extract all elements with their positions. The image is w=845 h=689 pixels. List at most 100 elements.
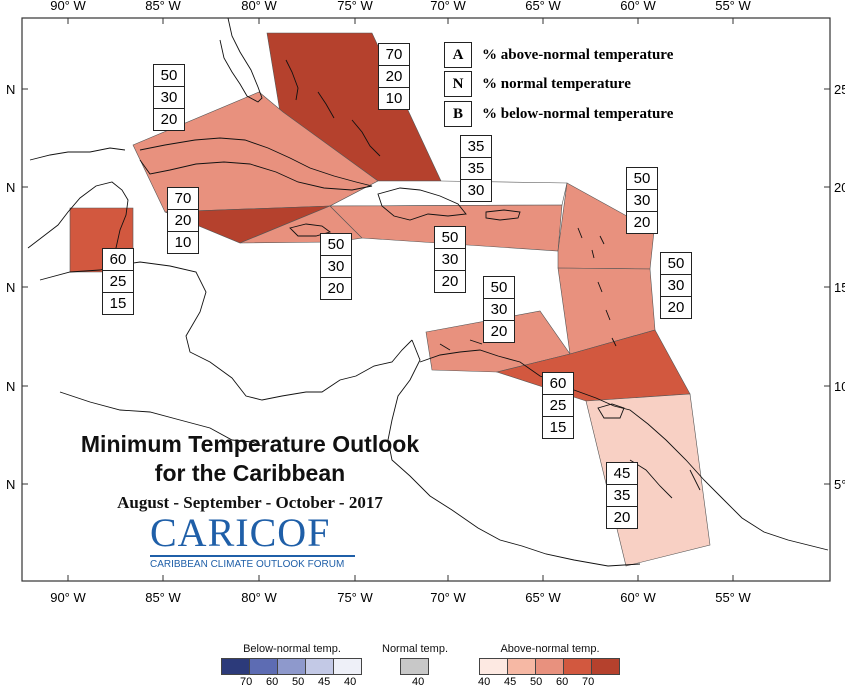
prob-box-hispaniola: 50 30 20 [434, 226, 466, 293]
legend-swatch [479, 658, 508, 675]
prob-normal: 30 [435, 249, 465, 271]
lat-labels: N N N N N 25° 20° 15° 10° 5° [6, 82, 845, 492]
lon-label-top: 85° W [145, 0, 181, 13]
legend-swatch [591, 658, 620, 675]
region-turks-caicos [329, 180, 568, 207]
coast-florida [219, 17, 263, 103]
prob-above: 70 [168, 188, 198, 210]
prob-normal: 30 [321, 256, 351, 278]
lat-label-right: 20° [834, 180, 845, 195]
legend-tick: 45 [504, 676, 517, 688]
coast-guianas-rivers [629, 459, 701, 499]
lon-labels-bottom: 90° W 85° W 80° W 75° W 70° W 65° W 60° … [50, 590, 751, 605]
coast-puerto-rico [485, 209, 521, 221]
legend-title: Below-normal temp. [243, 643, 341, 655]
prob-box-turks-caicos: 35 35 30 [460, 135, 492, 202]
coastlines [27, 17, 829, 567]
legend-tick: 70 [582, 676, 595, 688]
coast-hispaniola [377, 187, 467, 221]
prob-above: 50 [661, 253, 691, 275]
legend-tick: 40 [412, 676, 425, 688]
prob-box-windward: 50 30 20 [660, 252, 692, 319]
prob-box-leeward: 50 30 20 [626, 167, 658, 234]
lon-label-top: 65° W [525, 0, 561, 13]
prob-below: 15 [549, 419, 567, 436]
lon-label-top: 80° W [241, 0, 277, 13]
prob-above: 50 [484, 277, 514, 299]
prob-box-abc-islands: 50 30 20 [483, 276, 515, 343]
lat-label-right: 10° [834, 379, 845, 394]
lon-labels-top: 90° W 85° W 80° W 75° W 70° W 65° W 60° … [50, 0, 751, 13]
legend-swatch [333, 658, 362, 675]
lat-label-right: 5° [834, 477, 845, 492]
legend-tick: 50 [530, 676, 543, 688]
key-letter: N [444, 71, 472, 97]
prob-below: 20 [633, 214, 651, 231]
coast-gulf [29, 147, 126, 161]
lat-label-left: N [6, 280, 15, 295]
lon-label-bottom: 70° W [430, 590, 466, 605]
legend-tick: 45 [318, 676, 331, 688]
prob-above: 45 [607, 463, 637, 485]
prob-box-bahamas: 70 20 10 [378, 43, 410, 110]
coast-trinidad [597, 403, 625, 419]
lon-label-top: 70° W [430, 0, 466, 13]
lon-label-bottom: 80° W [241, 590, 277, 605]
legend-swatch [563, 658, 592, 675]
prob-normal: 30 [661, 275, 691, 297]
prob-normal: 20 [379, 66, 409, 88]
lon-label-bottom: 55° W [715, 590, 751, 605]
coast-cuba [139, 137, 373, 191]
legend-swatch [305, 658, 334, 675]
map-title-line2: for the Caribbean [154, 460, 346, 486]
lon-label-bottom: 90° W [50, 590, 86, 605]
legend-tick: 70 [240, 676, 253, 688]
legend-ticks: 70 60 50 45 40 [222, 675, 362, 689]
lon-label-top: 60° W [620, 0, 656, 13]
legend-swatches [479, 658, 620, 675]
prob-box-cayman: 70 20 10 [167, 187, 199, 254]
prob-below: 10 [385, 90, 403, 107]
legend-tick: 60 [266, 676, 279, 688]
legend-title: Normal temp. [382, 643, 449, 655]
lat-label-left: N [6, 477, 15, 492]
key-row-above: A % above-normal temperature [444, 42, 673, 68]
key-row-below: B % below-normal temperature [444, 101, 673, 127]
prob-below: 10 [174, 234, 192, 251]
map-subtitle: August - September - October - 2017 [117, 493, 383, 512]
coast-colombia [387, 339, 641, 567]
lon-label-bottom: 65° W [525, 590, 561, 605]
key-text: % normal temperature [482, 75, 631, 92]
lat-label-left: N [6, 180, 15, 195]
prob-normal: 35 [607, 485, 637, 507]
prob-below: 15 [109, 295, 127, 312]
logo-name: CARICOF [150, 510, 331, 555]
legend-tick: 40 [478, 676, 491, 688]
lon-label-top: 75° W [337, 0, 373, 13]
logo-tagline: CARIBBEAN CLIMATE OUTLOOK FORUM [150, 559, 345, 570]
legend-swatch [249, 658, 278, 675]
key-letter: A [444, 42, 472, 68]
lat-label-left: N [6, 379, 15, 394]
coast-bahamas-3 [351, 119, 381, 157]
legend-title: Above-normal temp. [500, 643, 600, 655]
prob-below: 20 [160, 111, 178, 128]
prob-normal: 20 [168, 210, 198, 232]
legend-ticks: 40 [382, 675, 448, 689]
legend-normal: Normal temp. 40 [382, 643, 448, 689]
prob-below: 20 [441, 273, 459, 290]
prob-below: 20 [327, 280, 345, 297]
legend-swatches [221, 658, 362, 675]
prob-above: 60 [543, 373, 573, 395]
legend-above: Above-normal temp. 40 45 50 60 70 [478, 643, 620, 689]
prob-above: 35 [461, 136, 491, 158]
coast-lesser-antilles [577, 227, 617, 347]
legend-swatch [400, 658, 430, 675]
lat-label-right: 25° [834, 82, 845, 97]
legend-swatch [277, 658, 306, 675]
lon-label-bottom: 75° W [337, 590, 373, 605]
legend-swatch [507, 658, 536, 675]
prob-normal: 30 [627, 190, 657, 212]
prob-below: 30 [467, 182, 485, 199]
